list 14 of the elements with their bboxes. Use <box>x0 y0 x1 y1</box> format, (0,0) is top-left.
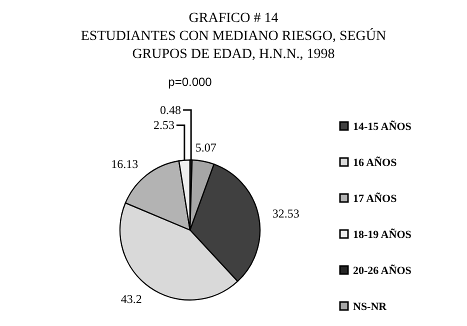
data-label: 5.07 <box>195 140 216 155</box>
data-label: 43.2 <box>120 292 142 306</box>
legend-label: 20-26 AÑOS <box>353 264 412 277</box>
data-label: 2.53 <box>153 118 174 132</box>
chart-subtitle: p=0.000 <box>168 75 212 89</box>
data-label: 16.13 <box>111 156 138 171</box>
data-label: 32.53 <box>272 206 300 220</box>
legend-label: NS-NR <box>353 301 388 313</box>
legend-label: 18-19 AÑOS <box>353 228 412 241</box>
chart-title: GRAFICO # 14 ESTUDIANTES CON MEDIANO RIESGO, SEGÚN GRUPOS DE EDAD, H.N.N., 1998 <box>80 11 386 62</box>
legend-label: 14-15 AÑOS <box>353 120 412 133</box>
legend-label: 16 AÑOS <box>353 156 397 169</box>
legend-label: 17 AÑOS <box>353 192 397 205</box>
data-label: 0.48 <box>160 103 182 118</box>
